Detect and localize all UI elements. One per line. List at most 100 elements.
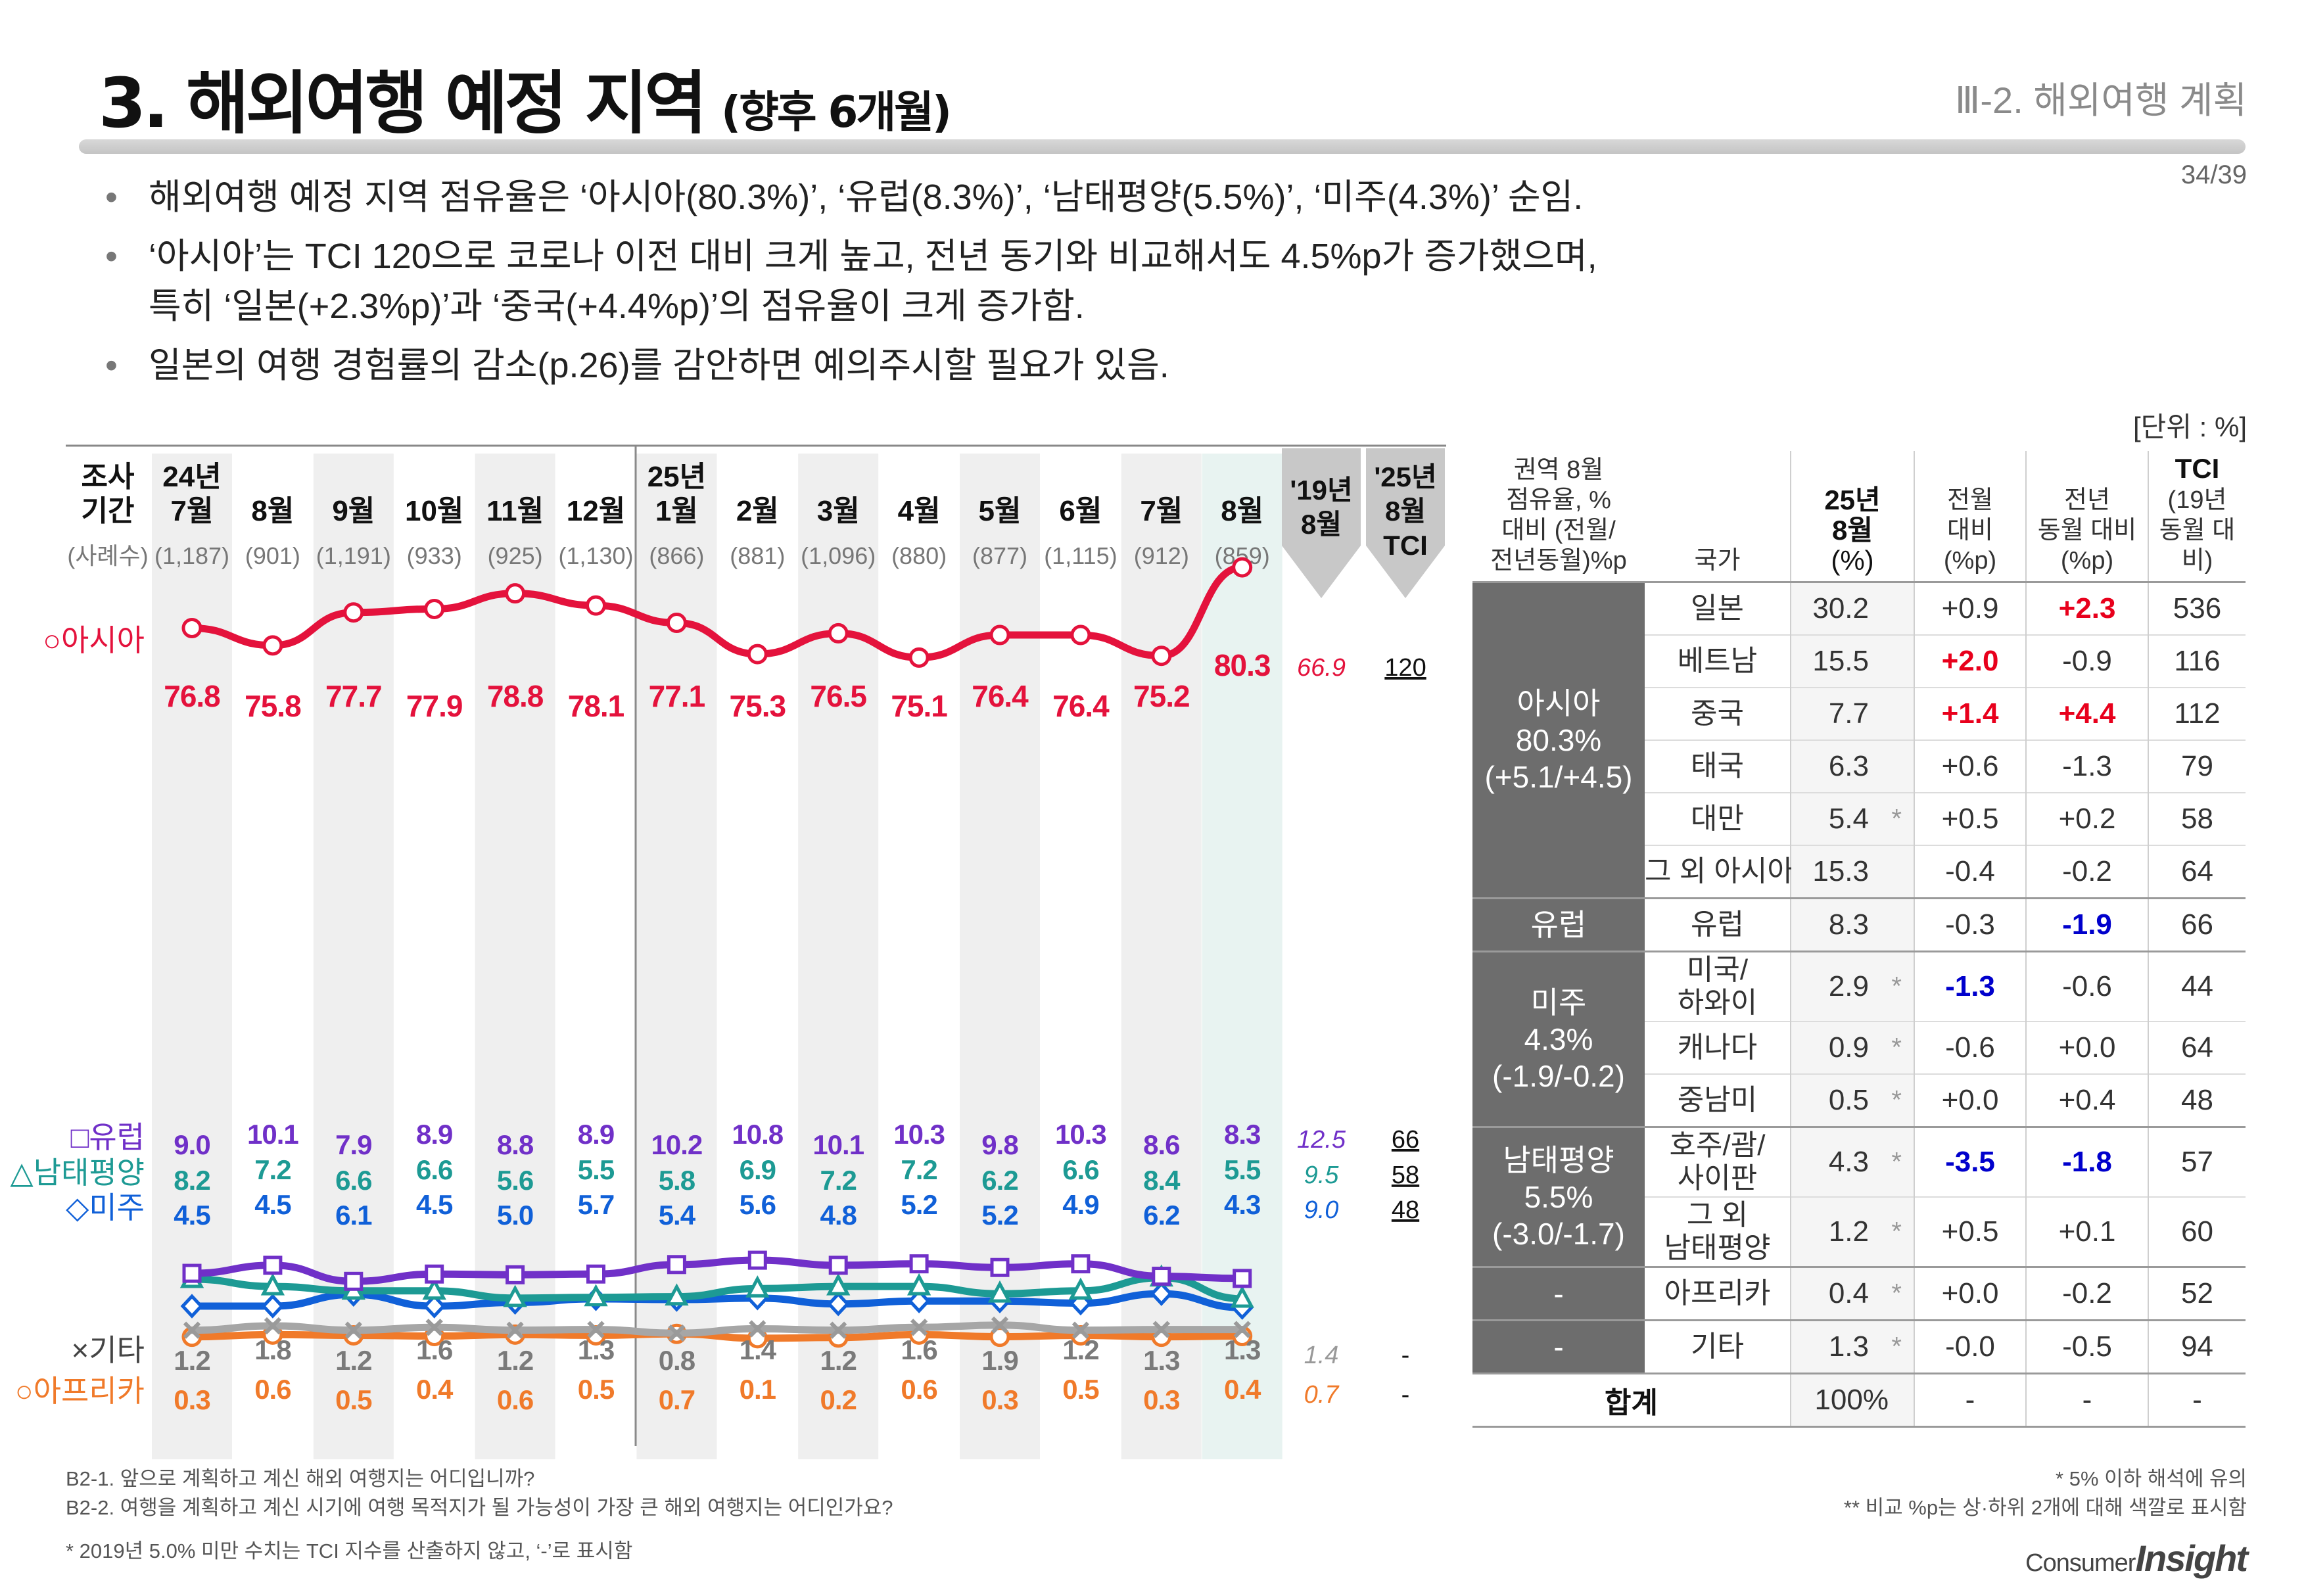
share-value: 30.2 [1812,592,1869,624]
data-label-africa-10: 0.3 [981,1384,1018,1415]
col-tab-19 [1282,448,1361,598]
data-label-other-3: 1.6 [416,1334,452,1365]
mom-cell: +0.6 [1914,739,2026,793]
country-cell: 호주/괌/사이판 [1645,1126,1791,1197]
sample-count-2: (1,191) [316,542,391,569]
share-cell: 1.3 * [1790,1319,1914,1374]
mom-cell: +1.4 [1914,687,2026,740]
month-label-2: 9월 [332,495,375,527]
mom-cell: +0.5 [1914,792,2026,845]
country-cell: 태국 [1645,739,1791,793]
data-label-southpacific-8: 7.2 [820,1165,857,1196]
data-label-asia-0: 76.8 [164,679,220,713]
brand-logo: ConsumerInsight [2025,1537,2248,1580]
share-value: 1.2 [1828,1215,1869,1248]
share-cell: 0.5 * [1790,1073,1914,1127]
data-label-southpacific-4: 5.6 [497,1165,533,1196]
table-row: 그 외 남태평양 1.2 * +0.5 +0.1 60 [1472,1196,2246,1267]
point-europe-5 [586,1264,605,1284]
share-value: 15.5 [1812,645,1869,677]
point-southpacific-5 [584,1284,608,1307]
header-region-l2: 점유율, % [1506,486,1611,514]
point-other-11 [1071,1321,1090,1339]
title-main: 3. 해외여행 예정 지역 [99,63,707,143]
tci-cell: 58 [2148,792,2246,845]
month-label-11: 6월 [1059,495,1102,527]
data-label-americas-13: 4.3 [1224,1189,1260,1220]
point-europe-13 [1233,1269,1252,1288]
point-southpacific-1 [260,1273,285,1296]
low-base-mark: * [1891,1217,1902,1246]
point-southpacific-7 [745,1275,770,1298]
tci-cell: 112 [2148,687,2246,740]
table-body: 아시아 80.3% (+5.1/+4.5) 일본 30.2 +0.9 +2.3 536 베트남 1… [1472,581,2246,1428]
country-line: 아프리카 [1664,1277,1771,1309]
table-row: 아시아 80.3% (+5.1/+4.5) 일본 30.2 +0.9 +2.3 536 [1472,581,2246,899]
point-americas-1 [261,1294,285,1319]
table-row: 대만 5.4 * +0.5 +0.2 58 [1472,792,2246,845]
country-cell: 중국 [1645,687,1791,740]
point-southpacific-6 [665,1283,689,1306]
table-row: 태국 6.3 +0.6 -1.3 79 [1472,739,2246,793]
data-label-americas-8: 4.8 [820,1200,857,1231]
total-yoy: - [2025,1373,2148,1428]
tci-value-southpacific: 58 [1392,1162,1419,1189]
data-label-southpacific-11: 6.6 [1062,1154,1098,1185]
yoy-cell: -0.2 [2025,1266,2148,1321]
month-label-13: 8월 [1221,495,1263,527]
low-base-mark: * [1891,1033,1902,1062]
data-label-southpacific-9: 7.2 [901,1154,937,1185]
point-europe-11 [1071,1254,1091,1274]
data-label-africa-1: 0.6 [254,1374,291,1405]
header-share-l1: 25년 [1824,484,1881,515]
region-cell: 미주 4.3% (-1.9/-0.2) [1472,951,1645,1127]
share-value: 7.7 [1828,697,1869,730]
data-label-southpacific-3: 6.6 [416,1154,452,1185]
data-label-africa-13: 0.4 [1224,1374,1261,1405]
point-americas-3 [423,1294,446,1319]
data-label-southpacific-10: 6.2 [981,1165,1018,1196]
share-value: 0.9 [1828,1031,1869,1064]
yoy-cell: -1.3 [2025,739,2148,793]
point-other-13 [1233,1321,1251,1338]
tci-cell: 57 [2148,1126,2246,1197]
tci-cell: 64 [2148,1021,2246,1074]
bullet-3-text: 일본의 여행 경험률의 감소(p.26)를 감안하면 예의주시할 필요가 있음. [149,346,1169,385]
year-label-25: 25년 [647,461,706,493]
point-other-12 [1152,1321,1170,1338]
header-country: 국가 [1694,547,1741,575]
data-label-europe-6: 10.2 [651,1129,703,1160]
table-header-row: 권역 8월 점유율, % 대비 (전월/ 전년동월)%p 국가 25년 8월 (… [1472,451,2246,582]
data-label-asia-2: 77.7 [325,679,382,713]
point-europe-10 [990,1257,1010,1277]
summary-bullets: 해외여행 예정 지역 점유율은 ‘아시아(80.3%)’, ‘유럽(8.3%)’… [105,172,1814,400]
mom-cell: -0.3 [1914,897,2026,952]
point-europe-7 [747,1250,767,1270]
data-label-europe-10: 9.8 [981,1129,1018,1160]
title-divider [79,139,2246,154]
point-other-2 [344,1321,362,1339]
country-cell: 캐나다 [1645,1021,1791,1074]
country-line: 호주/괌/ [1669,1129,1766,1162]
data-label-americas-7: 5.6 [740,1189,776,1220]
table-row: 미주 4.3% (-1.9/-0.2) 미국/하와이 2.9 * -1.3 -0.6 44 [1472,951,2246,1127]
table-row: 중국 7.7 +1.4 +4.4 112 [1472,687,2246,740]
bullet-1: 해외여행 예정 지역 점유율은 ‘아시아(80.3%)’, ‘유럽(8.3%)’… [105,172,1814,222]
point-asia-4 [505,583,526,604]
table-row: - 기타 1.3 * -0.0 -0.5 94 [1472,1319,2246,1374]
point-southpacific-4 [503,1284,527,1307]
region-cell: - [1472,1319,1645,1374]
data-label-europe-13: 8.3 [1224,1119,1260,1150]
data-label-asia-10: 76.4 [972,679,1029,713]
data-label-europe-9: 10.3 [893,1119,945,1150]
country-line: 기타 [1691,1330,1744,1363]
point-europe-6 [667,1255,686,1275]
share-cell: 15.5 [1790,634,1914,688]
point-asia-7 [747,644,768,665]
footnote-tci-note: * 2019년 5.0% 미만 수치는 TCI 지수를 산출하지 않고, ‘-’… [66,1539,633,1562]
tci-header-1: '25년 [1374,461,1436,492]
mom-cell: -0.4 [1914,845,2026,899]
mom-cell: -0.0 [1914,1319,2026,1374]
country-cell: 그 외 아시아 [1645,845,1794,899]
month-label-4: 11월 [486,495,544,527]
